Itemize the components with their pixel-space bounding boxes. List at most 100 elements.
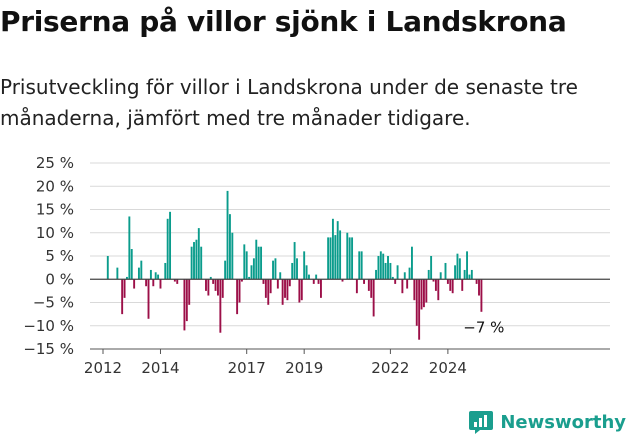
bar [463, 269, 466, 280]
bar [312, 279, 315, 284]
bar [164, 262, 167, 280]
bar [408, 267, 411, 280]
last-value-label: −7 % [463, 319, 504, 337]
bar [176, 279, 179, 284]
bar [305, 265, 308, 280]
bar [121, 279, 124, 315]
bar [286, 279, 289, 301]
bar [267, 279, 270, 305]
bar [185, 279, 188, 322]
bar [238, 279, 241, 303]
bar [260, 246, 263, 280]
bar [358, 251, 361, 280]
bar [411, 246, 413, 280]
bar [437, 279, 440, 301]
bar [219, 279, 222, 333]
bar [293, 242, 296, 280]
y-tick-label: 0 % [45, 270, 74, 288]
y-tick-label: 20 % [36, 177, 74, 195]
bar [401, 279, 404, 294]
bar [478, 279, 480, 296]
bar [169, 211, 172, 280]
bar [367, 279, 370, 291]
bar [461, 279, 464, 291]
bar [188, 279, 191, 305]
bar [248, 276, 251, 280]
bars [106, 190, 483, 340]
bar [147, 279, 150, 319]
bar [456, 253, 459, 280]
bar [377, 256, 380, 280]
bar [334, 235, 337, 280]
y-tick-label: −15 % [23, 340, 74, 358]
bar [193, 242, 195, 280]
bar [214, 279, 217, 291]
bar [166, 218, 169, 280]
bar [183, 279, 186, 331]
bar [420, 279, 423, 310]
bar [391, 276, 394, 280]
bar [126, 276, 128, 280]
bar [389, 262, 392, 280]
bar [415, 279, 418, 326]
bar [434, 279, 437, 291]
bar [320, 279, 322, 298]
bar [375, 269, 377, 280]
tick-labels: 25 % 20 % 15 % 10 % 5 % 0 % −5 % −10 % −15 % 2012… [23, 154, 504, 377]
bar [425, 279, 428, 303]
bar [387, 256, 389, 280]
bar [264, 279, 267, 298]
bar [149, 269, 152, 280]
bar [439, 272, 442, 280]
bar [152, 279, 155, 287]
bar [207, 279, 210, 296]
bar [250, 265, 253, 280]
y-tick-label: 10 % [36, 224, 74, 242]
bar [327, 237, 330, 280]
bar [379, 251, 382, 280]
newsworthy-logo-icon [469, 411, 494, 434]
brand-name: Newsworthy [500, 411, 626, 433]
bar [140, 260, 143, 280]
bar [240, 279, 243, 282]
bar [449, 279, 452, 291]
bar [466, 251, 468, 280]
bar [298, 279, 301, 303]
bar [276, 279, 279, 289]
chart-subtitle: Prisutveckling för villor i Landskrona u… [0, 75, 578, 130]
x-tick-label: 2014 [141, 359, 179, 377]
bar [382, 253, 385, 280]
bar [315, 274, 318, 280]
bar [157, 274, 160, 280]
bar [116, 267, 119, 280]
bar [224, 260, 227, 280]
bar [159, 279, 162, 289]
bar [272, 260, 274, 280]
bar [226, 190, 229, 280]
bar [300, 279, 303, 301]
bar [451, 279, 454, 294]
bar [197, 228, 200, 280]
bar [145, 279, 148, 287]
bar [372, 279, 375, 317]
bar [133, 279, 136, 289]
bar [255, 239, 258, 280]
bar [205, 279, 207, 291]
bar [236, 279, 239, 315]
bar [370, 279, 373, 298]
x-tick-label: 2017 [228, 359, 266, 377]
bar [363, 279, 366, 284]
x-tick-label: 2022 [371, 359, 409, 377]
bar [446, 279, 449, 284]
bar [348, 237, 351, 280]
y-tick-label: 5 % [45, 247, 74, 265]
bar [454, 265, 457, 280]
bar [269, 279, 272, 294]
bar [444, 262, 447, 280]
bar [288, 279, 291, 287]
bar [468, 274, 471, 280]
bar [339, 230, 342, 280]
bar [173, 279, 176, 282]
bar [217, 279, 219, 296]
bar [291, 262, 294, 280]
